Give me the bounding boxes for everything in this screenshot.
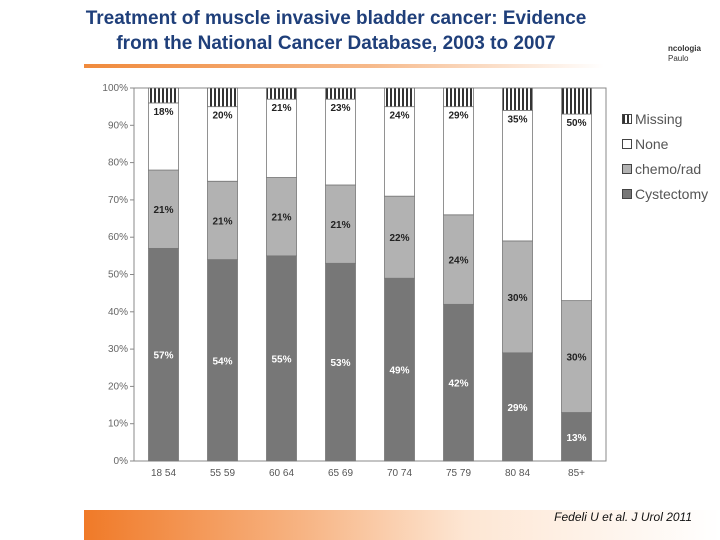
bar-segment-cystectomy — [384, 277, 415, 462]
logo-fragment: ncologia Paulo — [668, 44, 720, 64]
legend-item-cystectomy: Cystectomy — [622, 181, 708, 206]
title-line-1: Treatment of muscle invasive bladder can… — [85, 8, 587, 29]
bar-segment-chemo-rad — [207, 180, 238, 260]
bar-segment-none — [502, 109, 533, 242]
data-label: 21% — [153, 205, 173, 216]
title-line-2: from the National Cancer Database, 2003 … — [116, 33, 556, 54]
y-tick-label: 80% — [108, 158, 128, 169]
plot-frame — [133, 87, 607, 462]
legend-swatch-cystectomy — [622, 188, 632, 199]
data-label: 24% — [448, 256, 468, 267]
data-label: 21% — [330, 220, 350, 231]
data-label: 50% — [566, 118, 586, 129]
legend-label-none: None — [635, 135, 669, 152]
x-tick-label: 85+ — [568, 468, 585, 479]
bar-segment-missing — [325, 87, 356, 100]
bar-segment-none — [148, 102, 179, 171]
data-label: 29% — [507, 403, 527, 414]
data-label: 18% — [153, 107, 173, 118]
y-tick-label: 90% — [108, 120, 128, 131]
legend-label-missing: Missing — [635, 110, 683, 127]
chart-legend: Missing None chemo/rad Cystectomy — [622, 106, 708, 206]
data-label: 21% — [212, 216, 232, 227]
bar-segment-chemo-rad — [561, 300, 592, 413]
x-tick-label: 75 79 — [446, 468, 471, 479]
data-label: 13% — [566, 433, 586, 444]
legend-swatch-chemo-rad — [622, 163, 632, 174]
legend-label-chemo-rad: chemo/rad — [635, 160, 702, 177]
bar-segment-chemo-rad — [502, 240, 533, 354]
y-tick-label: 10% — [108, 419, 128, 430]
data-label: 54% — [212, 356, 232, 367]
data-label: 42% — [448, 379, 468, 390]
logo-fragment-line-2: Paulo — [668, 54, 689, 63]
bar-segment-none — [384, 106, 415, 197]
slide-title: Treatment of muscle invasive bladder can… — [0, 6, 672, 56]
data-label: 21% — [271, 213, 291, 224]
data-label: 49% — [389, 366, 409, 377]
bar-segment-none — [266, 98, 297, 178]
data-label: 24% — [389, 111, 409, 122]
x-tick-label: 18 54 — [151, 468, 176, 479]
data-label: 23% — [330, 103, 350, 114]
bar-segment-none — [325, 98, 356, 186]
data-label: 29% — [448, 111, 468, 122]
data-label: 20% — [212, 111, 232, 122]
bar-segment-missing — [561, 87, 592, 115]
y-tick-label: 50% — [108, 270, 128, 281]
citation: Fedeli U et al. J Urol 2011 — [554, 510, 692, 524]
plot-area: 0% 10% 20% 30% 40% 50% 60% 70% 80% 90% 100% 57% 21% 1… — [102, 83, 607, 479]
bar-segment-chemo-rad — [148, 169, 179, 249]
legend-swatch-none — [622, 138, 632, 149]
legend-item-missing: Missing — [622, 106, 708, 131]
data-label: 35% — [507, 114, 527, 125]
data-label: 22% — [389, 233, 409, 244]
legend-item-chemo-rad: chemo/rad — [622, 156, 708, 181]
data-label: 53% — [330, 358, 350, 369]
bar-segment-missing — [502, 87, 533, 111]
bar-segment-cystectomy — [148, 247, 179, 462]
data-label: 30% — [507, 293, 527, 304]
y-tick-label: 100% — [102, 83, 128, 94]
data-label: 30% — [566, 353, 586, 364]
x-tick-label: 60 64 — [269, 468, 294, 479]
bar-segment-missing — [148, 87, 179, 104]
bar-segment-chemo-rad — [325, 184, 356, 264]
bar-segment-none — [561, 113, 592, 302]
y-tick-label: 30% — [108, 344, 128, 355]
bar-segment-missing — [384, 87, 415, 108]
data-label: 55% — [271, 354, 291, 365]
bar-segment-cystectomy — [502, 352, 533, 462]
y-tick-label: 20% — [108, 381, 128, 392]
bar-segment-missing — [207, 87, 238, 108]
bar-segment-cystectomy — [443, 303, 474, 462]
x-tick-label: 55 59 — [210, 468, 235, 479]
stacked-bar-chart: 0% 10% 20% 30% 40% 50% 60% 70% 80% 90% 100% 57% 21% 1… — [102, 83, 607, 479]
bar-segment-cystectomy — [561, 412, 592, 462]
bar-segment-missing — [443, 87, 474, 108]
bar-segment-none — [443, 106, 474, 216]
logo-fragment-line-1: ncologia — [668, 44, 701, 53]
legend-item-none: None — [622, 131, 708, 156]
bar-segment-cystectomy — [325, 262, 356, 462]
x-tick-label: 70 74 — [387, 468, 412, 479]
bar-segment-cystectomy — [207, 259, 238, 462]
legend-swatch-missing — [622, 113, 632, 124]
x-tick-label: 80 84 — [505, 468, 530, 479]
title-underline — [84, 64, 604, 68]
bar-segment-missing — [266, 87, 297, 100]
data-label: 57% — [153, 351, 173, 362]
y-tick-label: 40% — [108, 307, 128, 318]
y-tick-label: 0% — [114, 456, 129, 467]
y-tick-label: 60% — [108, 232, 128, 243]
data-label: 21% — [271, 103, 291, 114]
x-tick-label: 65 69 — [328, 468, 353, 479]
footer-band — [84, 510, 720, 540]
legend-label-cystectomy: Cystectomy — [635, 185, 709, 202]
y-tick-label: 70% — [108, 195, 128, 206]
